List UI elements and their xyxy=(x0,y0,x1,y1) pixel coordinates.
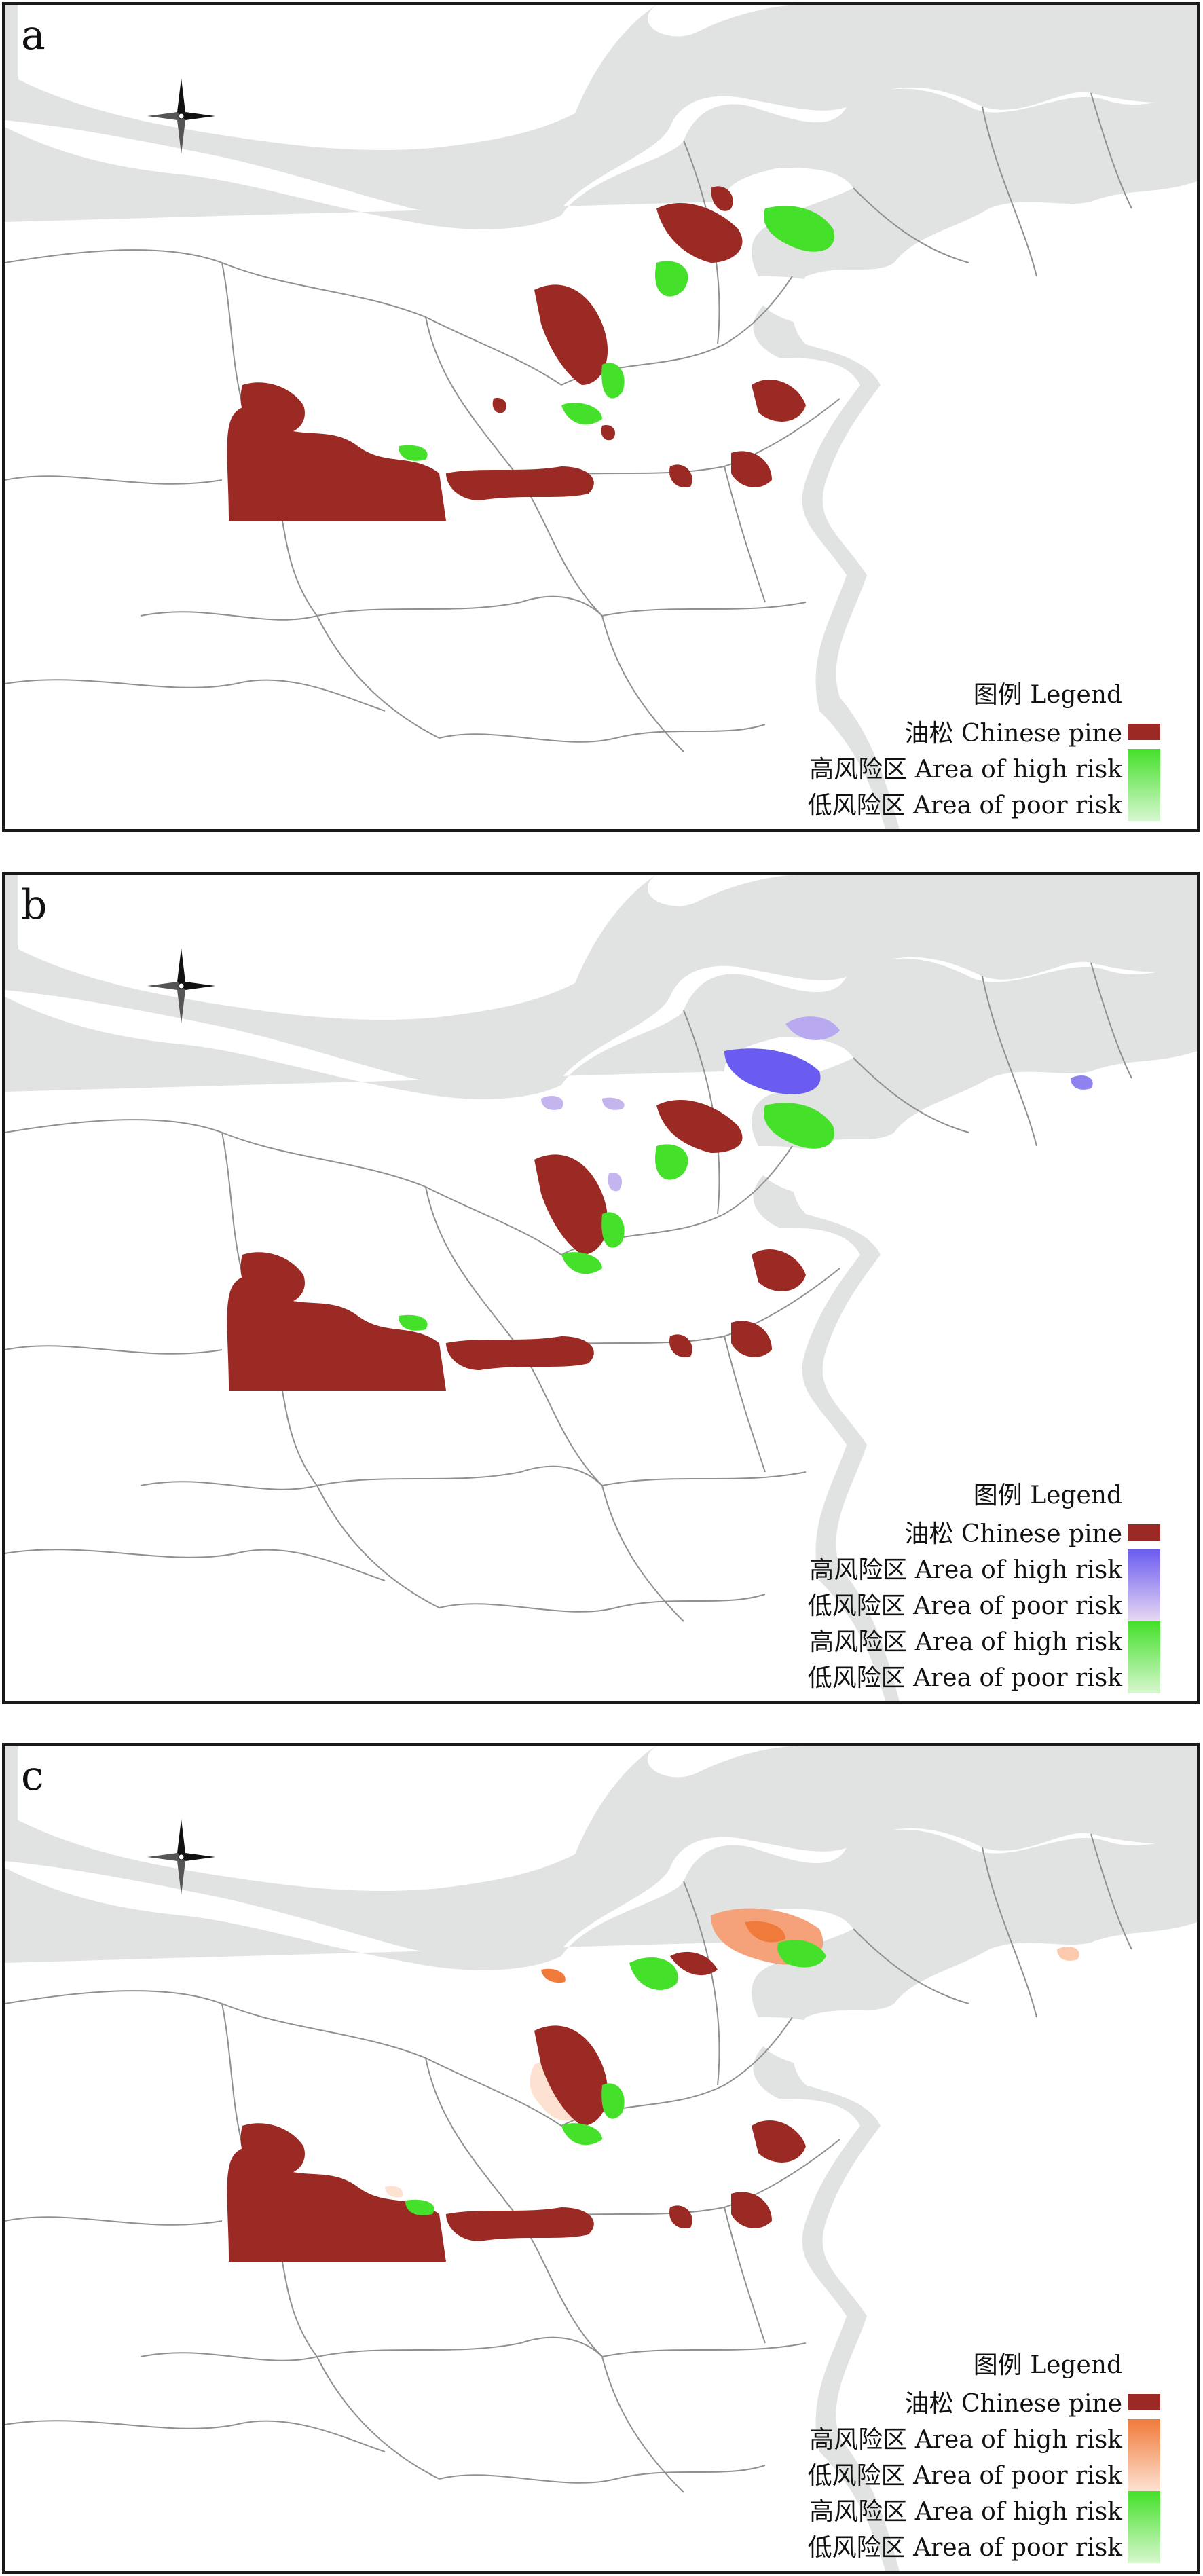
legend-label: 高风险区 Area of high risk xyxy=(809,755,1122,784)
land-masses xyxy=(5,875,1197,1701)
land-masses xyxy=(5,1746,1197,2571)
legend-label: 高风险区 Area of high risk xyxy=(809,2425,1122,2454)
legend-title: 图例 Legend xyxy=(973,1482,1122,1509)
legend-swatch-gradient xyxy=(1128,749,1160,821)
legend-title: 图例 Legend xyxy=(973,2351,1122,2379)
legend-entry-poor-risk: 低风险区 Area of poor risk xyxy=(808,1657,1122,1693)
legend-entry-high-risk: 高风险区 Area of high risk xyxy=(808,749,1122,785)
map-legend: 图例 Legend 油松 Chinese pine 高风险区 Area of h… xyxy=(808,678,1160,821)
map-panel-b: b 图例 Legend 油松 Chinese pine 高风险区 Area of… xyxy=(2,872,1200,1704)
pine-distribution xyxy=(227,186,806,521)
legend-swatch-pine xyxy=(1128,2394,1160,2410)
legend-title: 图例 Legend xyxy=(973,681,1122,709)
legend-entry-high-risk: 高风险区 Area of high risk xyxy=(808,1549,1122,1585)
legend-entry-pine: 油松 Chinese pine xyxy=(808,2383,1122,2419)
legend-entry-pine: 油松 Chinese pine xyxy=(808,1513,1122,1549)
legend-label: 油松 Chinese pine xyxy=(904,1520,1122,1548)
land-masses xyxy=(5,5,1197,829)
map-canvas xyxy=(5,1746,1197,2571)
legend-entry-poor-risk: 低风险区 Area of poor risk xyxy=(808,2455,1122,2491)
legend-entry-poor-risk: 低风险区 Area of poor risk xyxy=(808,785,1122,821)
legend-label: 高风险区 Area of high risk xyxy=(809,1627,1122,1656)
bohai-sea xyxy=(758,1150,837,1196)
green-risk-zones xyxy=(399,1103,834,1331)
legend-entry-pine: 油松 Chinese pine xyxy=(808,713,1122,749)
purple-risk-zones xyxy=(541,1016,1093,1192)
north-arrow-icon xyxy=(147,948,215,1024)
legend-label: 低风险区 Area of poor risk xyxy=(807,2461,1122,2490)
map-canvas xyxy=(5,875,1197,1701)
province-boundaries xyxy=(5,1833,1132,2493)
panel-label: c xyxy=(21,1752,44,1800)
map-legend: 图例 Legend 油松 Chinese pine 高风险区 Area of h… xyxy=(808,2348,1160,2563)
legend-label: 油松 Chinese pine xyxy=(904,2389,1122,2418)
legend-entry-poor-risk: 低风险区 Area of poor risk xyxy=(808,2527,1122,2563)
map-panel-c: c 图例 Legend 油松 Chinese pine 高风险区 Area of… xyxy=(2,1743,1200,2574)
bohai-sea xyxy=(758,280,837,326)
legend-label: 高风险区 Area of high risk xyxy=(809,1556,1122,1584)
sea-east xyxy=(793,181,1197,829)
province-boundaries xyxy=(5,962,1132,1622)
bohai-sea xyxy=(758,2021,837,2067)
sea-east xyxy=(793,1051,1197,1701)
legend-label: 低风险区 Area of poor risk xyxy=(807,1663,1122,1692)
legend-entry-high-risk: 高风险区 Area of high risk xyxy=(808,2419,1122,2455)
pine-distribution xyxy=(227,1951,806,2262)
map-legend: 图例 Legend 油松 Chinese pine 高风险区 Area of h… xyxy=(808,1478,1160,1693)
legend-swatch-pine xyxy=(1128,724,1160,740)
legend-entry-high-risk: 高风险区 Area of high risk xyxy=(808,2491,1122,2527)
north-arrow-icon xyxy=(147,1819,215,1895)
legend-label: 低风险区 Area of poor risk xyxy=(807,1591,1122,1620)
legend-swatch-pine xyxy=(1128,1524,1160,1541)
north-arrow-icon xyxy=(147,78,215,154)
legend-entry-poor-risk: 低风险区 Area of poor risk xyxy=(808,1585,1122,1621)
legend-label: 低风险区 Area of poor risk xyxy=(807,2533,1122,2562)
legend-swatch-gradient xyxy=(1128,1621,1160,1693)
legend-label: 油松 Chinese pine xyxy=(904,719,1122,748)
green-risk-zones xyxy=(405,1940,826,2215)
map-canvas xyxy=(5,5,1197,829)
map-panel-a: a 图例 Legend 油松 Chinese pine 高风险区 Area of… xyxy=(2,2,1200,832)
legend-entry-high-risk: 高风险区 Area of high risk xyxy=(808,1621,1122,1657)
panel-label: a xyxy=(21,12,45,59)
legend-swatch-gradient xyxy=(1128,2491,1160,2563)
green-risk-zones xyxy=(399,206,834,461)
panel-label: b xyxy=(21,881,48,929)
legend-swatch-gradient xyxy=(1128,1549,1160,1621)
sea-east xyxy=(793,1922,1197,2571)
legend-label: 低风险区 Area of poor risk xyxy=(807,791,1122,820)
pine-distribution xyxy=(227,1099,806,1391)
legend-label: 高风险区 Area of high risk xyxy=(809,2497,1122,2526)
legend-swatch-gradient xyxy=(1128,2419,1160,2491)
